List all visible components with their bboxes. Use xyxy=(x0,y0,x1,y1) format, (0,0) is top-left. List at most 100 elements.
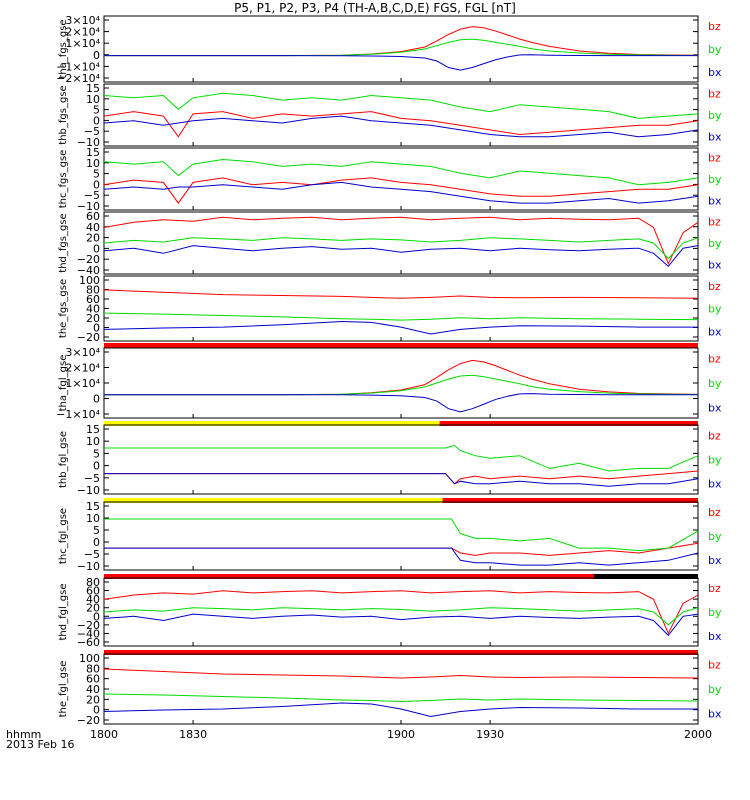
y-tick-label: −20 xyxy=(77,331,100,344)
y-tick-label: −20 xyxy=(77,619,100,632)
series-line-by xyxy=(103,693,699,703)
y-tick-label: 2×10⁴ xyxy=(65,362,100,375)
series-line-bz xyxy=(104,542,699,556)
y-tick-label: 80 xyxy=(86,576,100,589)
y-tick-label: −5 xyxy=(84,189,100,202)
y-tick-label: −1×10⁴ xyxy=(56,408,100,421)
y-axis-label: thb_fgs_gse xyxy=(58,85,69,144)
series-line-bz xyxy=(103,668,699,679)
y-tick-label: −40 xyxy=(77,264,100,277)
y-tick-label: −2×10⁴ xyxy=(56,72,100,85)
legend-bx: bx xyxy=(708,66,722,79)
panel-frame xyxy=(103,653,699,725)
y-axis-label: thb_fgl_gse xyxy=(58,431,69,488)
y-tick-label: 0 xyxy=(93,610,100,623)
legend-bx: bx xyxy=(708,325,722,338)
legend-by: by xyxy=(708,237,722,250)
legend-bx: bx xyxy=(708,554,722,567)
y-tick-label: 20 xyxy=(86,693,100,706)
y-tick-label: 0 xyxy=(93,242,100,255)
series-line-bx xyxy=(103,613,699,637)
legend-bz: bz xyxy=(708,506,721,519)
y-tick-label: 0 xyxy=(93,322,100,335)
series-line-bz xyxy=(104,359,699,396)
y-axis-label: thd_fgs_gse xyxy=(58,213,69,272)
series-line-bx xyxy=(103,115,699,138)
mode-bar-segment xyxy=(104,574,698,579)
x-tick-label: 1900 xyxy=(387,728,415,741)
time-unit-label: hhmm xyxy=(6,728,42,741)
y-tick-label: 0 xyxy=(93,178,100,191)
legend-bx: bx xyxy=(708,630,722,643)
legend-bx: bx xyxy=(708,131,722,144)
panel-frame xyxy=(103,15,699,83)
y-tick-label: 100 xyxy=(79,274,100,287)
series-line-by xyxy=(103,312,699,321)
series-line-by xyxy=(103,607,699,626)
series-line-bx xyxy=(104,473,699,487)
y-tick-label: 15 xyxy=(86,146,100,159)
y-tick-label: 10 xyxy=(86,435,100,448)
y-tick-label: −20 xyxy=(77,253,100,266)
y-tick-label: −10 xyxy=(77,560,100,573)
y-tick-label: 20 xyxy=(86,312,100,325)
legend-bx: bx xyxy=(708,402,722,415)
series-line-by xyxy=(104,444,699,472)
y-tick-label: 15 xyxy=(86,82,100,95)
legend-bz: bz xyxy=(708,20,721,33)
legend-bz: bz xyxy=(708,353,721,366)
y-tick-label: 2×10⁴ xyxy=(65,26,100,39)
y-tick-label: 0 xyxy=(93,704,100,717)
series-line-bx xyxy=(103,320,698,335)
legend-bx: bx xyxy=(708,259,722,272)
y-axis-label: thc_fgl_gse xyxy=(58,508,69,564)
y-tick-label: 20 xyxy=(86,602,100,615)
y-tick-label: 0 xyxy=(93,114,100,127)
y-tick-label: 15 xyxy=(86,500,100,513)
x-tick-label: 1930 xyxy=(476,728,504,741)
y-axis-label: tha_fgl_gse xyxy=(58,355,69,412)
y-tick-label: 40 xyxy=(86,303,100,316)
series-line-bx xyxy=(103,245,699,268)
y-axis-label: thc_fgs_gse xyxy=(58,150,69,209)
y-tick-label: 1×10⁴ xyxy=(65,37,100,50)
y-tick-label: −60 xyxy=(77,636,100,649)
series-line-bx xyxy=(104,547,699,566)
y-tick-label: −20 xyxy=(77,714,100,727)
series-line-by xyxy=(104,518,699,552)
panel-frame xyxy=(103,501,699,571)
y-tick-label: −10 xyxy=(77,136,100,149)
series-line-by xyxy=(103,237,699,260)
y-axis-label: the_fgs_gse xyxy=(58,279,69,338)
series-line-bz xyxy=(103,289,699,299)
legend-bz: bz xyxy=(708,151,721,164)
y-tick-label: −10 xyxy=(77,484,100,497)
mode-bar-segment xyxy=(442,498,698,503)
date-label: 2013 Feb 16 xyxy=(6,738,75,751)
legend-bx: bx xyxy=(708,708,722,721)
time-axis-caption: hhmm 2013 Feb 16 xyxy=(6,728,75,751)
series-line-bz xyxy=(104,470,699,485)
series-line-bz xyxy=(103,111,699,138)
legend-bz: bz xyxy=(708,582,721,595)
y-tick-label: 60 xyxy=(86,210,100,223)
y-tick-label: 80 xyxy=(86,284,100,297)
y-axis-label: thd_fgl_gse xyxy=(58,584,69,641)
y-tick-label: 40 xyxy=(86,683,100,696)
y-tick-label: 0 xyxy=(93,49,100,62)
legend-bz: bz xyxy=(708,87,721,100)
y-tick-label: 5 xyxy=(93,524,100,537)
legend-by: by xyxy=(708,173,722,186)
y-tick-label: −5 xyxy=(84,472,100,485)
series-line-bx xyxy=(103,181,699,204)
legend-by: by xyxy=(708,683,722,696)
y-tick-label: 100 xyxy=(79,652,100,665)
series-line-bx xyxy=(103,702,698,718)
y-tick-label: 20 xyxy=(86,232,100,245)
x-tick-label: 1800 xyxy=(90,728,118,741)
panel-frame xyxy=(103,577,699,647)
y-tick-label: 5 xyxy=(93,447,100,460)
y-tick-label: 10 xyxy=(86,157,100,170)
legend-by: by xyxy=(708,530,722,543)
